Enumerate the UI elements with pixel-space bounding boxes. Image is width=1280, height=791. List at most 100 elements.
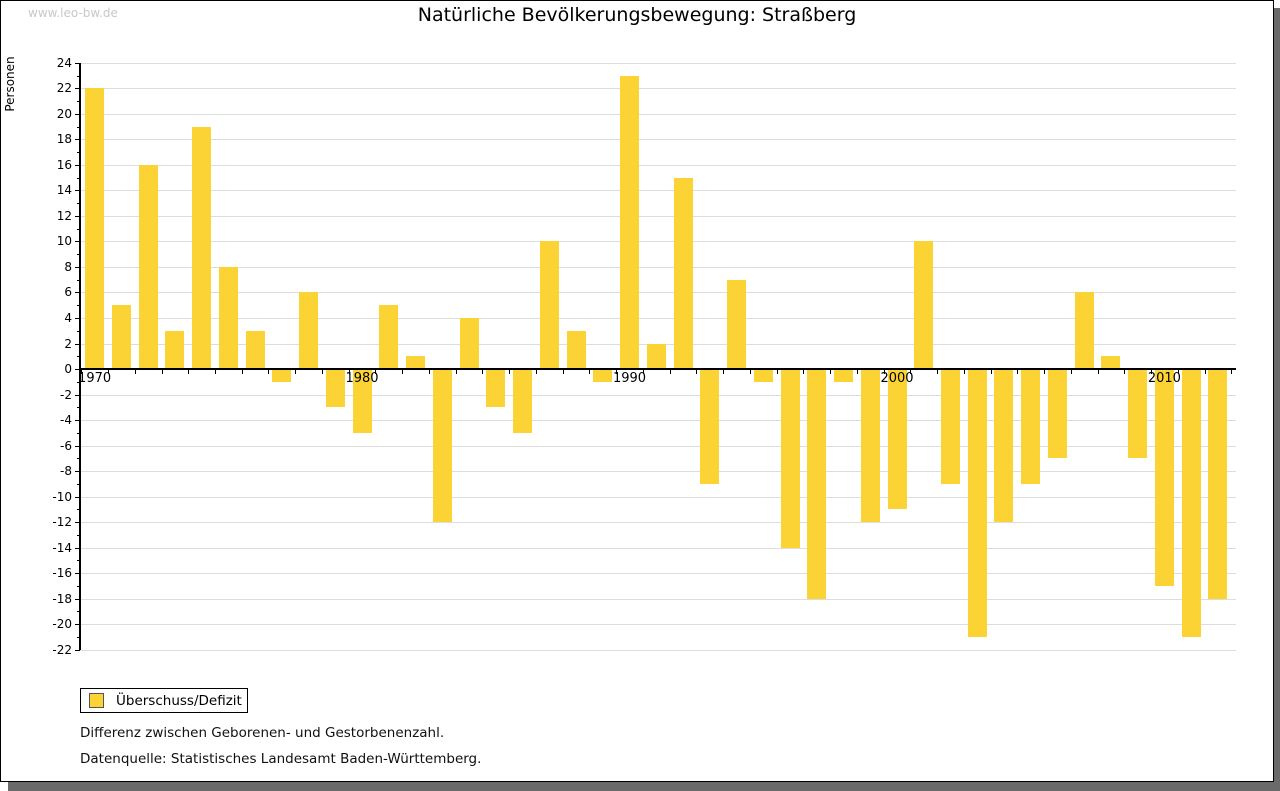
y-tick-label: -16 — [52, 566, 72, 581]
y-axis-major-tick — [75, 369, 80, 370]
gridline — [80, 471, 1236, 473]
x-axis-tick — [535, 370, 537, 374]
bar-2004 — [994, 370, 1014, 523]
y-axis-minor-tick — [77, 126, 80, 128]
y-axis-major-tick — [75, 471, 80, 473]
y-tick-label: 14 — [56, 183, 72, 198]
gridline — [80, 547, 1236, 549]
x-axis-tick — [963, 370, 965, 374]
bar-1978 — [299, 292, 319, 368]
y-tick-label: -18 — [52, 591, 72, 606]
legend-label: Überschuss/Defizit — [116, 692, 242, 709]
bar-1995 — [753, 370, 773, 382]
gridline — [80, 573, 1236, 575]
gridline — [80, 394, 1236, 396]
bar-1993 — [700, 370, 720, 484]
x-axis-tick — [589, 370, 591, 374]
y-axis-major-tick — [75, 573, 80, 575]
y-axis-minor-tick — [77, 637, 80, 638]
bar-1989 — [593, 370, 613, 382]
bar-2006 — [1047, 370, 1067, 459]
bar-1981 — [379, 305, 399, 368]
bar-1976 — [245, 330, 265, 368]
x-axis-tick — [268, 370, 270, 374]
x-axis-tick — [562, 370, 564, 374]
bar-1973 — [165, 330, 185, 368]
window-shadow-right — [1274, 8, 1280, 791]
y-tick-label: 0 — [64, 362, 72, 376]
y-axis-major-tick — [75, 139, 80, 141]
y-axis-title: Personen — [3, 56, 17, 112]
y-axis-major-tick — [75, 113, 80, 115]
bar-1975 — [218, 266, 238, 368]
bar-1977 — [272, 370, 292, 382]
legend-swatch-icon — [89, 693, 104, 708]
gridline — [80, 241, 1236, 243]
x-axis-tick — [509, 370, 511, 374]
bar-2009 — [1128, 370, 1148, 459]
y-axis-minor-tick — [77, 330, 80, 332]
x-axis-tick — [883, 370, 885, 374]
x-axis-tick — [616, 370, 618, 374]
y-axis-major-tick — [75, 266, 80, 268]
y-axis-minor-tick — [77, 101, 80, 102]
bar-1998 — [834, 370, 853, 382]
y-tick-label: -6 — [60, 438, 72, 453]
y-axis-major-tick — [75, 420, 80, 421]
x-axis-tick — [830, 370, 832, 374]
watermark: www.leo-bw.de — [28, 6, 118, 20]
x-axis-tick — [1097, 370, 1099, 374]
footnote-source: Datenquelle: Statistisches Landesamt Bad… — [80, 751, 482, 767]
gridline — [80, 190, 1236, 192]
x-axis-tick — [937, 370, 939, 374]
gridline — [80, 598, 1236, 600]
y-axis-minor-tick — [77, 585, 80, 587]
footnote-description: Differenz zwischen Geborenen- und Gestor… — [80, 725, 445, 741]
y-axis-major-tick — [75, 88, 80, 90]
y-axis-minor-tick — [77, 254, 80, 256]
x-axis-tick — [455, 370, 457, 374]
gridline — [80, 624, 1236, 626]
y-tick-label: -4 — [60, 413, 72, 427]
y-tick-label: 6 — [64, 285, 72, 300]
y-axis-minor-tick — [77, 560, 80, 562]
bar-2012 — [1208, 370, 1228, 599]
x-axis-tick — [749, 370, 751, 374]
x-tick-label-2000: 2000 — [880, 371, 914, 386]
x-axis-tick — [215, 370, 216, 374]
bar-2011 — [1181, 370, 1201, 637]
bar-1991 — [646, 343, 666, 368]
page-title: Natürliche Bevölkerungsbewegung: Straßbe… — [417, 4, 857, 26]
y-tick-label: 10 — [56, 234, 72, 249]
y-axis-major-tick — [75, 598, 80, 600]
gridline — [80, 445, 1236, 447]
y-tick-label: -2 — [60, 387, 72, 402]
gridline — [80, 62, 1236, 64]
x-axis-tick — [1017, 370, 1019, 374]
y-axis-minor-tick — [77, 509, 80, 511]
x-axis-tick — [482, 370, 484, 374]
x-axis-tick — [81, 370, 83, 374]
bar-2002 — [940, 370, 960, 484]
x-axis-tick — [856, 370, 858, 374]
y-axis-major-tick — [75, 394, 80, 396]
bar-2008 — [1101, 356, 1121, 368]
y-tick-label: 22 — [56, 81, 72, 96]
x-axis-tick — [188, 370, 190, 374]
gridline — [80, 164, 1236, 166]
x-axis-tick — [1204, 370, 1206, 374]
y-tick-label: -20 — [52, 617, 72, 632]
x-axis-tick — [161, 370, 163, 374]
y-axis-minor-tick — [77, 152, 80, 154]
y-axis-minor-tick — [77, 75, 80, 77]
bar-1971 — [111, 305, 131, 368]
y-axis-minor-tick — [77, 228, 80, 230]
bar-1972 — [138, 164, 158, 368]
bar-1984 — [459, 318, 479, 368]
bar-2003 — [967, 370, 987, 637]
x-axis-tick — [1044, 370, 1045, 374]
y-axis-major-tick — [75, 547, 80, 549]
gridline — [80, 522, 1236, 524]
